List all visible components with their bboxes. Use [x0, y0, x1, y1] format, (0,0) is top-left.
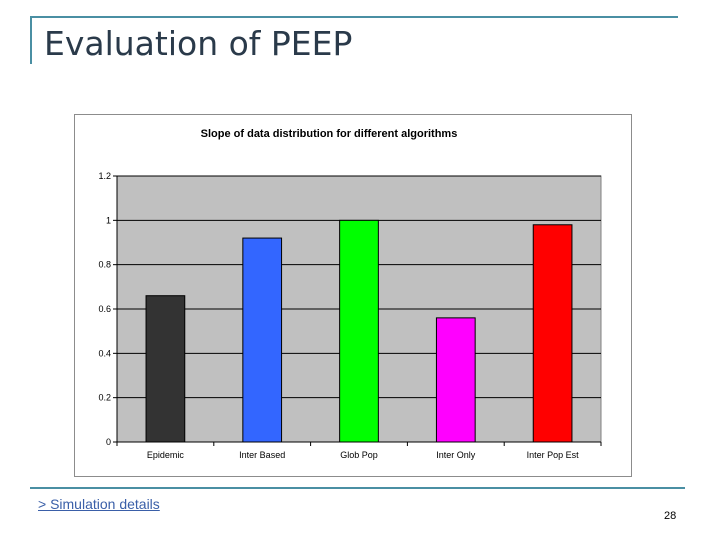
page-number: 28: [664, 510, 677, 522]
title-top-rule: [30, 16, 678, 18]
bar: [339, 219, 379, 443]
bar: [145, 295, 186, 443]
chart-frame: Slope of data distribution for different…: [74, 114, 632, 477]
slide-title: Evaluation of PEEP: [44, 24, 353, 63]
x-tick-label: Inter Pop Est: [527, 450, 580, 460]
bar: [435, 317, 476, 443]
y-tick-label: 0.2: [98, 393, 111, 403]
bar: [532, 224, 573, 443]
x-tick-label: Glob Pop: [340, 450, 378, 460]
x-tick-label: Inter Only: [436, 450, 476, 460]
title-left-rule: [30, 16, 32, 64]
x-tick-label: Inter Based: [239, 450, 285, 460]
y-tick-label: 0: [106, 437, 111, 447]
simulation-details-link[interactable]: > Simulation details: [38, 496, 160, 512]
bar-chart: Slope of data distribution for different…: [98, 128, 602, 460]
bar: [242, 237, 283, 443]
y-tick-label: 0.6: [98, 304, 111, 314]
chart-title: Slope of data distribution for different…: [201, 128, 458, 140]
y-tick-label: 0.8: [98, 260, 111, 270]
y-tick-label: 1: [106, 215, 111, 225]
y-tick-label: 0.4: [98, 348, 111, 358]
y-tick-label: 1.2: [98, 171, 111, 181]
x-tick-label: Epidemic: [147, 450, 185, 460]
footer-rule: [30, 487, 685, 489]
